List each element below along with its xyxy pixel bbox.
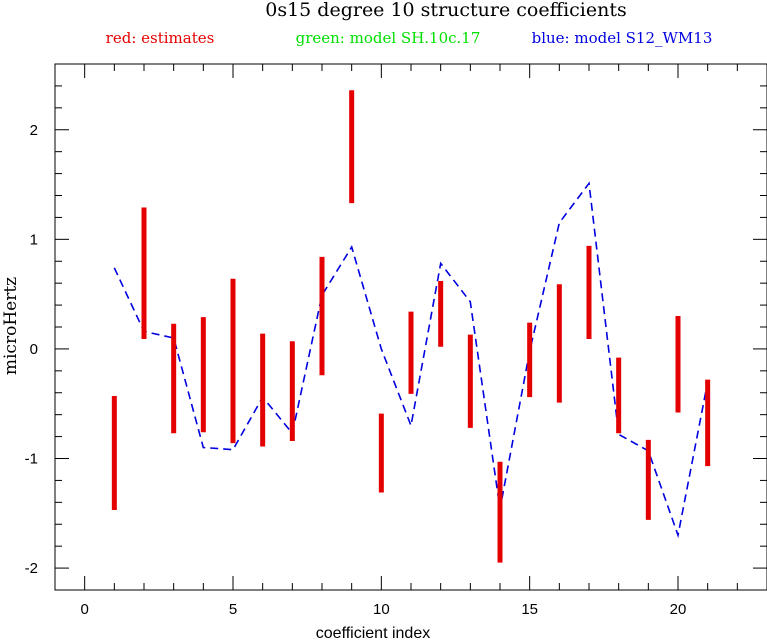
y-tick-label: 1	[30, 231, 38, 248]
y-tick-label: -1	[25, 451, 38, 468]
x-axis-label: coefficient index	[316, 625, 430, 641]
legend-entry-1: red: estimates	[106, 29, 215, 47]
chart-title: 0s15 degree 10 structure coefficients	[265, 0, 627, 21]
x-tick-labels: 0 5 10 15 20	[80, 601, 686, 618]
model-lines	[113, 181, 709, 539]
y-axis-label: microHertz	[1, 277, 21, 375]
x-tick-label: 15	[521, 601, 538, 618]
y-tick-label: 2	[30, 122, 38, 139]
x-tick-label: 20	[670, 601, 687, 618]
y-tick-label: -2	[25, 560, 38, 577]
legend-entry-3: blue: model S12_WM13	[532, 29, 713, 47]
x-tick-label: 0	[80, 601, 88, 618]
x-tick-label: 10	[373, 601, 390, 618]
model-series-line	[113, 181, 709, 539]
y-tick-label: 0	[30, 341, 38, 358]
y-tick-labels: -2 -1 0 1 2	[25, 122, 38, 577]
legend-entry-2: green: model SH.10c.17	[296, 29, 481, 47]
x-tick-label: 5	[229, 601, 237, 618]
axis-ticks	[54, 63, 767, 591]
estimate-bars	[111, 90, 711, 563]
legend: red: estimates green: model SH.10c.17 blue…	[106, 29, 713, 47]
